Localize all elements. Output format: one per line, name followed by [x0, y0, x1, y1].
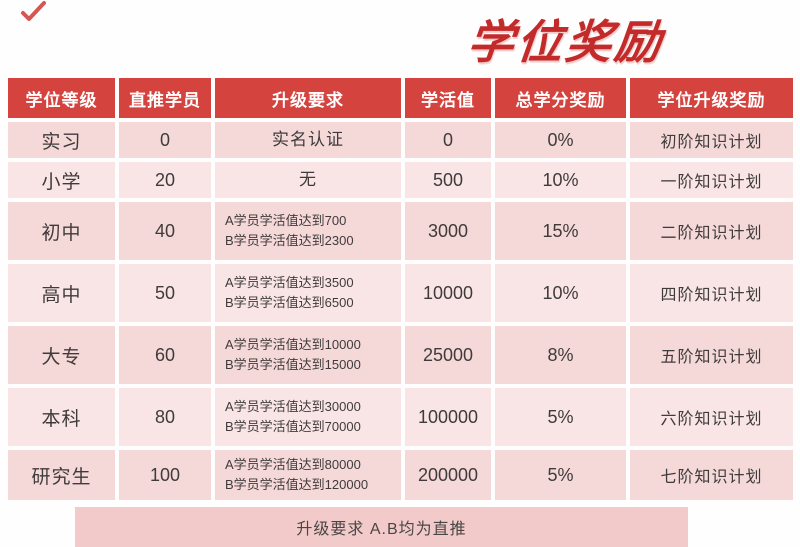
cell-value: 0: [405, 122, 491, 158]
degree-rewards-table: 学位等级 直推学员 升级要求 学活值 总学分奖励 学位升级奖励 实习 0 实名认…: [8, 78, 793, 500]
cell-value: 3000: [405, 202, 491, 260]
cell-level: 小学: [8, 162, 115, 198]
cell-credit: 5%: [495, 450, 626, 500]
cell-plan: 一阶知识计划: [630, 162, 793, 198]
cell-direct: 80: [119, 388, 211, 446]
cell-plan: 二阶知识计划: [630, 202, 793, 260]
cell-level: 研究生: [8, 450, 115, 500]
req-line-a: A学员学活值达到700: [225, 212, 347, 228]
cell-direct: 0: [119, 122, 211, 158]
cell-req: A学员学活值达到3500 B学员学活值达到6500: [215, 264, 401, 322]
cell-req: A学员学活值达到700 B学员学活值达到2300: [215, 202, 401, 260]
req-line-a: A学员学活值达到10000: [225, 336, 361, 352]
req-line-b: B学员学活值达到6500: [225, 295, 354, 310]
col-header-upgrade-reward: 学位升级奖励: [630, 78, 793, 118]
req-line-a: A学员学活值达到30000: [225, 398, 361, 414]
cell-req: A学员学活值达到80000 B学员学活值达到120000: [215, 450, 401, 500]
cell-credit: 0%: [495, 122, 626, 158]
req-line-a: A学员学活值达到3500: [225, 274, 354, 290]
req-line-b: B学员学活值达到2300: [225, 233, 354, 248]
col-header-activity-value: 学活值: [405, 78, 491, 118]
cell-level: 本科: [8, 388, 115, 446]
cell-credit: 15%: [495, 202, 626, 260]
cell-level: 实习: [8, 122, 115, 158]
cell-plan: 四阶知识计划: [630, 264, 793, 322]
page-title: 学位奖励: [464, 16, 667, 68]
req-line-b: B学员学活值达到70000: [225, 419, 361, 434]
req-line-b: B学员学活值达到120000: [225, 477, 369, 492]
cell-value: 200000: [405, 450, 491, 500]
cell-credit: 10%: [495, 264, 626, 322]
cell-direct: 20: [119, 162, 211, 198]
col-header-degree-level: 学位等级: [8, 78, 115, 118]
cell-credit: 8%: [495, 326, 626, 384]
cell-plan: 六阶知识计划: [630, 388, 793, 446]
cell-level: 大专: [8, 326, 115, 384]
cell-direct: 40: [119, 202, 211, 260]
col-header-upgrade-req: 升级要求: [215, 78, 401, 118]
cell-credit: 10%: [495, 162, 626, 198]
cell-plan: 初阶知识计划: [630, 122, 793, 158]
cell-credit: 5%: [495, 388, 626, 446]
cell-direct: 50: [119, 264, 211, 322]
cell-value: 25000: [405, 326, 491, 384]
req-line-b: B学员学活值达到15000: [225, 357, 361, 372]
cell-value: 500: [405, 162, 491, 198]
cell-req: 实名认证: [215, 122, 401, 158]
cell-plan: 七阶知识计划: [630, 450, 793, 500]
cell-req: 无: [215, 162, 401, 198]
footer-note-bar: 升级要求 A.B均为直推: [75, 507, 688, 547]
col-header-direct-members: 直推学员: [119, 78, 211, 118]
cell-value: 100000: [405, 388, 491, 446]
cell-level: 初中: [8, 202, 115, 260]
footer-note-text: 升级要求 A.B均为直推: [296, 521, 467, 538]
cell-req: A学员学活值达到30000 B学员学活值达到70000: [215, 388, 401, 446]
cell-plan: 五阶知识计划: [630, 326, 793, 384]
req-line-a: A学员学活值达到80000: [225, 456, 361, 472]
cell-req: A学员学活值达到10000 B学员学活值达到15000: [215, 326, 401, 384]
cell-level: 高中: [8, 264, 115, 322]
cell-value: 10000: [405, 264, 491, 322]
col-header-credit-reward: 总学分奖励: [495, 78, 626, 118]
corner-check-mark-icon: [21, 1, 46, 21]
cell-direct: 60: [119, 326, 211, 384]
cell-direct: 100: [119, 450, 211, 500]
